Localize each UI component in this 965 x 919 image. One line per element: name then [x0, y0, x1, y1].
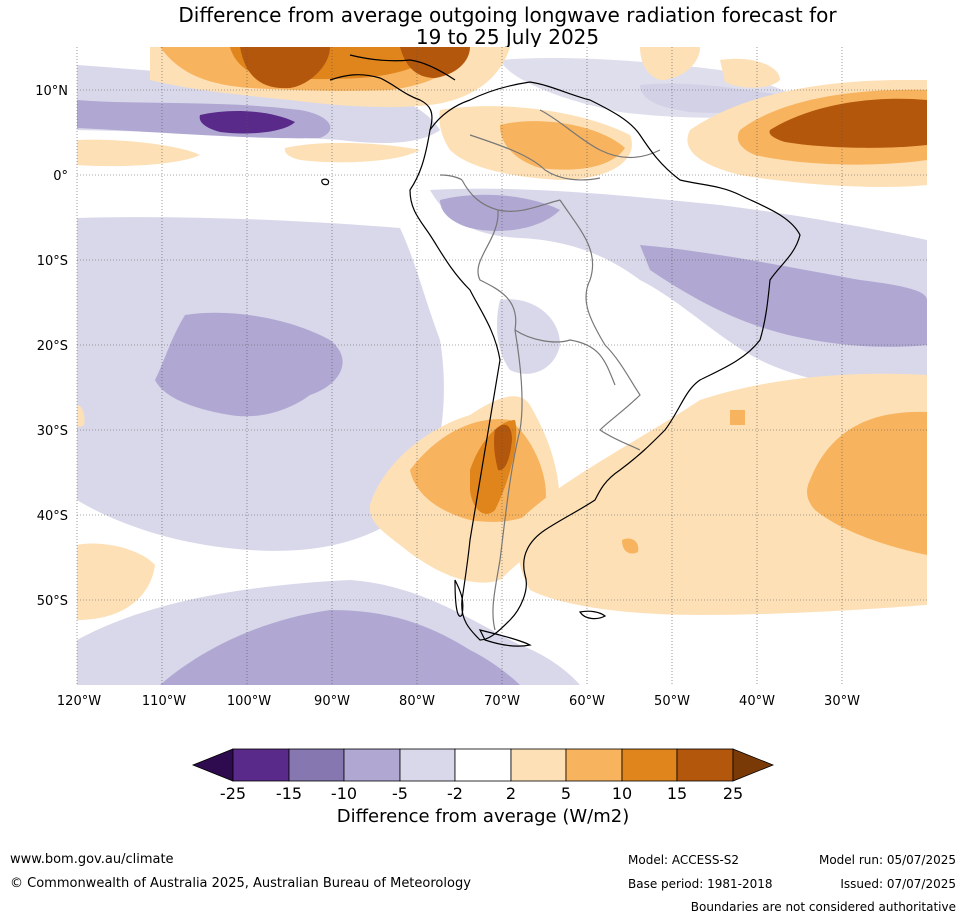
central-america-core-positive [240, 47, 330, 89]
latitude-labels: 10°N 0° 10°S 20°S 30°S 40°S 50°S [35, 84, 68, 609]
south-atlantic-moderate-positive [807, 411, 927, 555]
model-run-text: Model run: 05/07/2025 [818, 853, 956, 867]
colorbar-segment-4 [399, 748, 456, 782]
issued-text: Issued: 07/07/2025 [840, 877, 956, 891]
colorbar-segment-8 [621, 748, 678, 782]
lat-label-10n: 10°N [35, 84, 68, 99]
title-line-2: 19 to 25 July 2025 [415, 25, 600, 49]
colorbar-label: Difference from average (W/m2) [336, 806, 630, 827]
caribbean-coastline [349, 54, 456, 81]
atlantic-north-weak-negative [500, 58, 820, 118]
colorbar-segment-9 [676, 748, 734, 782]
colorbar-tick-2: -15 [276, 784, 302, 803]
colorbar-segment-6 [510, 748, 567, 782]
south-atlantic-small-positive [730, 410, 745, 425]
brazil-moderate-negative-anomaly [640, 245, 927, 347]
andes-core-positive [494, 424, 512, 471]
colorbar [191, 748, 775, 782]
pacific-west-negative-anomaly [77, 240, 119, 339]
colorbar-tick-9: 15 [667, 784, 687, 803]
lon-label-50w: 50°W [654, 694, 690, 709]
lat-label-20s: 20°S [37, 339, 68, 354]
lat-label-10s: 10°S [37, 254, 68, 269]
colorbar-tick-4: -5 [392, 784, 408, 803]
colorbar-tick-7: 5 [561, 784, 571, 803]
south-america-coastline [409, 81, 801, 641]
lon-label-80w: 80°W [399, 694, 435, 709]
disclaimer-text: Boundaries are not considered authoritat… [690, 900, 956, 914]
lat-label-0: 0° [53, 169, 68, 184]
colorbar-segment-2 [288, 748, 345, 782]
chile-islands-coastline [454, 579, 464, 617]
lon-label-90w: 90°W [314, 694, 350, 709]
base-period-text: Base period: 1981-2018 [628, 877, 773, 891]
atlantic-north-positive-strip [640, 47, 700, 80]
guiana-moderate-positive [500, 121, 625, 170]
atlantic-equatorial-strong-positive [769, 98, 927, 148]
country-borders [439, 109, 661, 631]
falklands-coastline [579, 610, 607, 620]
southeast-pacific-positive-anomaly [77, 543, 155, 620]
lat-label-40s: 40°S [37, 509, 68, 524]
longitude-labels: 120°W 110°W 100°W 90°W 80°W 70°W 60°W 50… [57, 694, 860, 709]
coastlines [321, 54, 801, 647]
pacific-equator-weak-positive [284, 142, 420, 163]
website-link[interactable]: www.bom.gov.au/climate [10, 852, 174, 867]
lat-label-30s: 30°S [37, 424, 68, 439]
tierra-del-fuego-coastline [478, 629, 532, 647]
lon-label-40w: 40°W [739, 694, 775, 709]
copyright-text: © Commonwealth of Australia 2025, Austra… [10, 876, 471, 891]
equatorial-strong-negative-core [199, 110, 295, 134]
colorbar-segment-5 [454, 748, 512, 782]
lon-label-110w: 110°W [142, 694, 186, 709]
colorbar-max-arrow [732, 748, 775, 782]
colorbar-segment-3 [343, 748, 401, 782]
colorbar-segment-1 [232, 748, 290, 782]
lat-label-50s: 50°S [37, 594, 68, 609]
colorbar-ticks: -25 -15 -10 -5 -2 2 5 10 15 25 [220, 784, 743, 803]
pacific-moderate-negative-anomaly [155, 312, 343, 417]
galapagos-coastline [321, 178, 330, 186]
colorbar-segment-7 [565, 748, 623, 782]
lon-label-120w: 120°W [57, 694, 101, 709]
caribbean-core-positive [400, 47, 470, 78]
east-pacific-weak-positive [77, 139, 200, 167]
title-line-1: Difference from average outgoing longwav… [178, 3, 837, 27]
colorbar-min-arrow [191, 748, 234, 782]
map-title: Difference from average outgoing longwav… [0, 4, 965, 48]
central-america-coastline [329, 74, 433, 131]
colorbar-tick-5: -2 [447, 784, 463, 803]
colorbar-tick-6: 2 [506, 784, 516, 803]
colorbar-tick-8: 10 [612, 784, 632, 803]
amazon-moderate-negative-anomaly [440, 194, 560, 231]
lon-label-60w: 60°W [569, 694, 605, 709]
lon-label-30w: 30°W [824, 694, 860, 709]
lon-label-100w: 100°W [227, 694, 271, 709]
colorbar-tick-1: -25 [220, 784, 246, 803]
lon-label-70w: 70°W [484, 694, 520, 709]
gridlines [76, 47, 927, 685]
brazil-negative-anomaly [430, 188, 927, 391]
colorbar-tick-10: 25 [723, 784, 743, 803]
colorbar-tick-3: -10 [331, 784, 357, 803]
southern-moderate-negative-anomaly [160, 610, 520, 685]
south-atlantic-small-positive-2 [622, 538, 639, 554]
model-text: Model: ACCESS-S2 [628, 853, 740, 867]
south-atlantic-positive-anomaly [517, 373, 927, 615]
west-positive-edge [77, 405, 85, 427]
atlantic-north-positive-patch [720, 58, 780, 88]
